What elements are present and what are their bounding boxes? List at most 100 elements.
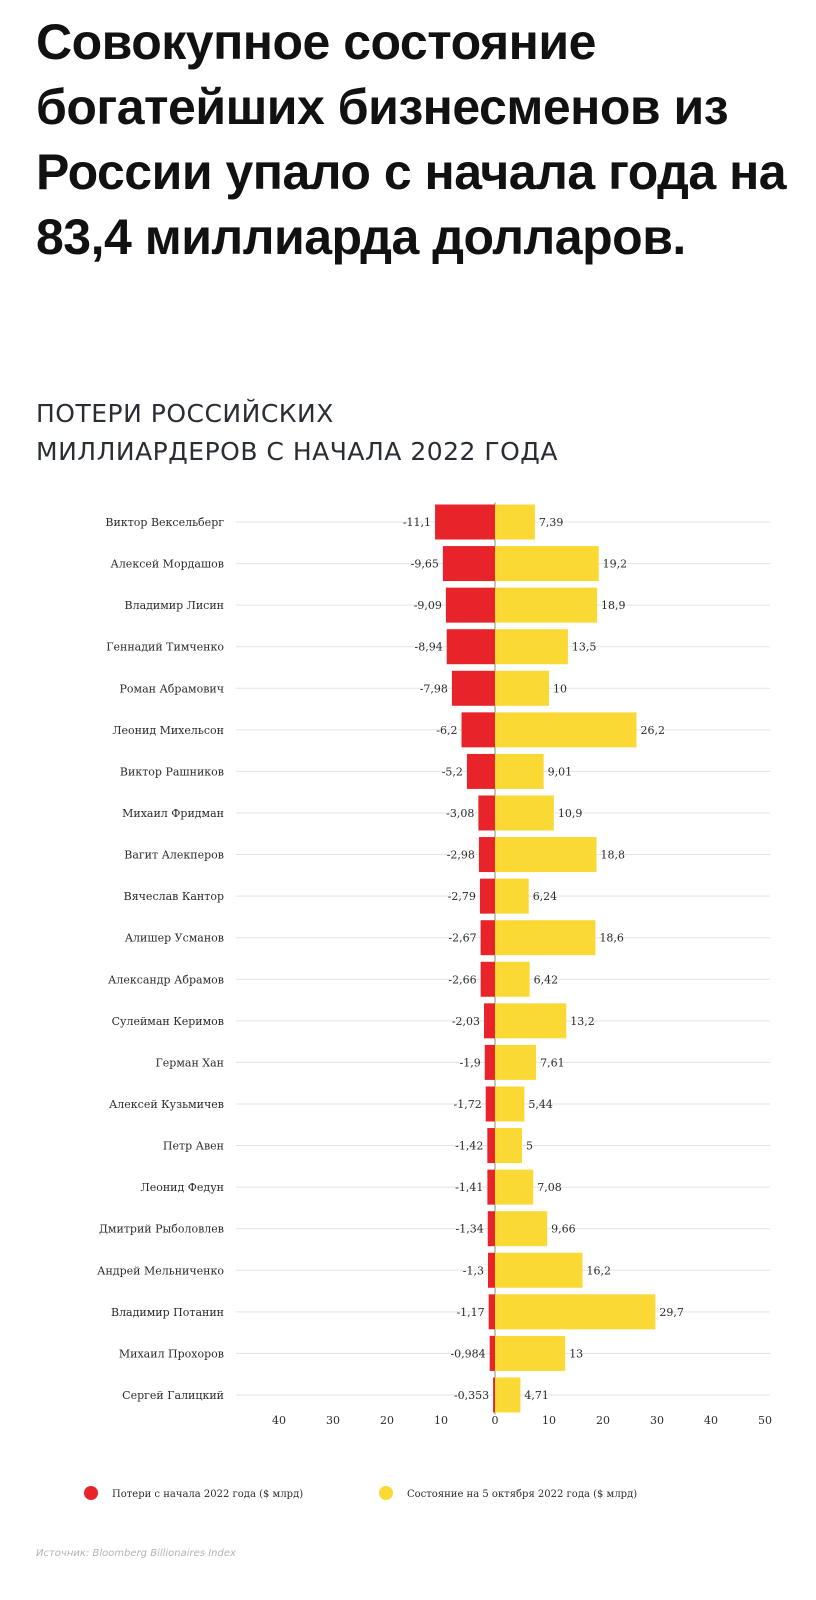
loss-bar (487, 1169, 495, 1205)
category-label: Алексей Кузьмичев (109, 1098, 224, 1111)
loss-value-label: -1,9 (460, 1056, 481, 1069)
wealth-value-label: 10 (553, 682, 567, 695)
loss-bar (488, 1294, 495, 1330)
wealth-value-label: 7,08 (537, 1181, 562, 1194)
category-label: Михаил Прохоров (119, 1347, 224, 1360)
loss-value-label: -2,67 (448, 932, 476, 945)
legend-loss-marker (84, 1486, 98, 1500)
wealth-bar (495, 587, 598, 623)
x-tick-label: 20 (596, 1414, 610, 1427)
wealth-bar (495, 753, 544, 789)
x-tick-label: 40 (272, 1414, 286, 1427)
wealth-value-label: 7,61 (540, 1056, 565, 1069)
loss-bar (485, 1086, 495, 1122)
category-label: Виктор Рашников (120, 765, 224, 778)
x-tick-label: 10 (434, 1414, 448, 1427)
category-label: Дмитрий Рыболовлев (99, 1223, 224, 1236)
category-label: Алишер Усманов (125, 932, 224, 945)
loss-bar (479, 878, 495, 914)
loss-value-label: -1,72 (453, 1098, 481, 1111)
legend-loss-label: Потери с начала 2022 года ($ млрд) (112, 1489, 303, 1500)
loss-value-label: -9,09 (414, 599, 442, 612)
chart-title-line-1: ПОТЕРИ РОССИЙСКИХ (36, 399, 334, 428)
x-tick-label: 10 (542, 1414, 556, 1427)
wealth-bar (495, 878, 529, 914)
loss-value-label: -9,65 (411, 558, 439, 571)
category-label: Владимир Потанин (111, 1306, 224, 1319)
loss-bar (461, 712, 495, 748)
loss-value-label: -0,353 (454, 1389, 489, 1402)
wealth-bar (495, 546, 599, 582)
category-labels: Виктор Вексельберг Алексей Мордашов Владим… (97, 516, 224, 1402)
loss-value-label: -1,41 (455, 1181, 483, 1194)
loss-value-label: -11,1 (403, 516, 431, 529)
category-label: Виктор Вексельберг (105, 516, 224, 529)
wealth-value-label: 5 (526, 1140, 533, 1153)
wealth-value-label: 18,9 (601, 599, 626, 612)
category-label: Леонид Михельсон (112, 724, 224, 737)
wealth-bar (495, 1169, 534, 1205)
loss-bar (442, 546, 495, 582)
loss-bar (487, 1252, 495, 1288)
loss-value-label: -0,984 (450, 1347, 485, 1360)
loss-bar (446, 629, 495, 665)
loss-value-label: -7,98 (420, 682, 448, 695)
wealth-bar (495, 837, 597, 873)
loss-bar (478, 837, 495, 873)
loss-value-label: -8,94 (415, 641, 443, 654)
loss-value-label: -2,66 (448, 973, 476, 986)
value-labels: -11,1 7,39 -9,65 19,2 -9,09 18,9 -8,94 13,5 -7,9… (403, 516, 684, 1402)
loss-bar (480, 961, 495, 997)
loss-value-label: -1,17 (456, 1306, 484, 1319)
wealth-bar (495, 1003, 567, 1039)
wealth-value-label: 13 (569, 1347, 583, 1360)
wealth-bar (495, 1335, 566, 1371)
wealth-bar (495, 1086, 525, 1122)
wealth-value-label: 13,2 (570, 1015, 595, 1028)
wealth-bar (495, 961, 530, 997)
wealth-value-label: 13,5 (572, 641, 597, 654)
wealth-value-label: 6,42 (534, 973, 559, 986)
wealth-bar (495, 629, 568, 665)
loss-value-label: -6,2 (436, 724, 457, 737)
wealth-value-label: 5,44 (528, 1098, 553, 1111)
category-label: Сергей Галицкий (122, 1389, 224, 1402)
category-label: Владимир Лисин (125, 599, 225, 612)
wealth-value-label: 7,39 (539, 516, 564, 529)
loss-bar (466, 753, 495, 789)
loss-bar (487, 1128, 495, 1164)
legend: Потери с начала 2022 года ($ млрд) Состо… (84, 1486, 637, 1500)
loss-value-label: -1,3 (463, 1264, 484, 1277)
source-note: Источник: Bloomberg Billionaires Index (36, 1548, 236, 1559)
category-label: Андрей Мельниченко (97, 1264, 224, 1277)
wealth-bar (495, 795, 554, 831)
legend-wealth-label: Состояние на 5 октября 2022 года ($ млрд… (407, 1489, 637, 1500)
loss-value-label: -1,42 (455, 1140, 483, 1153)
wealth-bar (495, 920, 596, 956)
loss-value-label: -3,08 (446, 807, 474, 820)
loss-bar (478, 795, 495, 831)
wealth-value-label: 10,9 (558, 807, 583, 820)
loss-value-label: -1,34 (456, 1223, 484, 1236)
wealth-value-label: 29,7 (659, 1306, 684, 1319)
x-tick-label: 30 (326, 1414, 340, 1427)
loss-value-label: -5,2 (442, 765, 463, 778)
wealth-bar (495, 504, 535, 540)
x-tick-label: 50 (758, 1414, 772, 1427)
wealth-value-label: 18,8 (601, 849, 626, 862)
loss-bar (451, 670, 495, 706)
loss-bar (445, 587, 495, 623)
x-axis-ticks: 40 30 20 10 0 10 20 30 40 50 (272, 1414, 772, 1427)
loss-bar (484, 1044, 495, 1080)
category-label: Геннадий Тимченко (106, 641, 224, 654)
wealth-value-label: 19,2 (603, 558, 628, 571)
loss-bar (480, 920, 495, 956)
legend-wealth-marker (379, 1486, 393, 1500)
category-label: Алексей Мордашов (110, 558, 224, 571)
bars (435, 504, 656, 1413)
wealth-bar (495, 712, 637, 748)
wealth-value-label: 4,71 (524, 1389, 549, 1402)
chart-title-line-2: МИЛЛИАРДЕРОВ С НАЧАЛА 2022 ГОДА (36, 437, 558, 466)
chart-title: ПОТЕРИ РОССИЙСКИХ МИЛЛИАРДЕРОВ С НАЧАЛА … (36, 395, 776, 471)
